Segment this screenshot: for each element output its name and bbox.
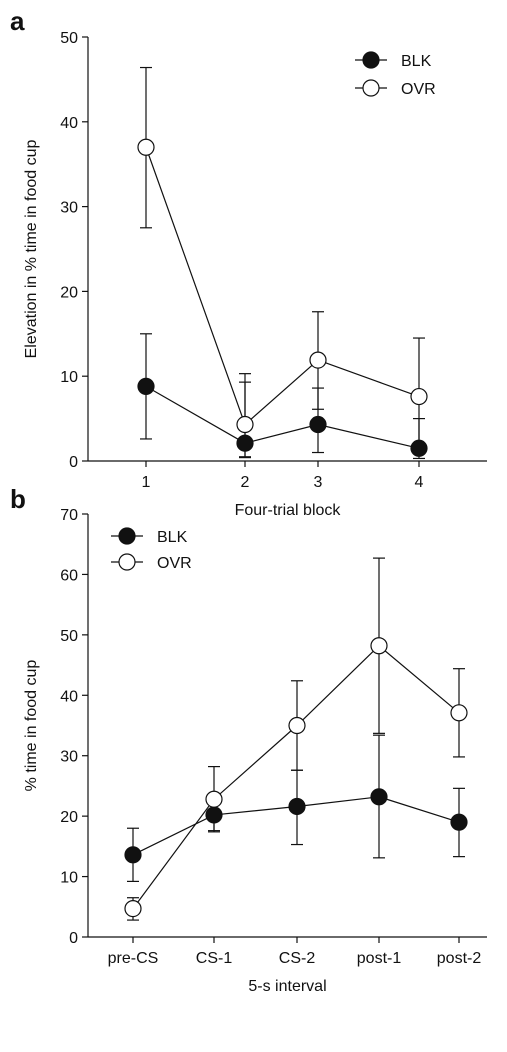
- y-axis-title: Elevation in % time in food cup: [23, 140, 40, 359]
- legend-label: OVR: [401, 81, 436, 98]
- x-tick-label: post-2: [437, 950, 482, 967]
- series-line-ovr: [132, 644, 460, 909]
- y-tick-label: 30: [60, 200, 78, 217]
- x-axis-title: Four-trial block: [235, 502, 342, 519]
- x-tick-label: CS-2: [279, 950, 316, 967]
- data-point-ovr: [309, 351, 327, 369]
- y-tick-label: 40: [60, 688, 78, 705]
- series-line-blk: [145, 385, 420, 449]
- data-point-ovr: [370, 637, 388, 655]
- data-point-blk: [450, 813, 468, 831]
- data-point-ovr: [288, 716, 306, 735]
- data-point-ovr: [236, 415, 254, 434]
- x-axis-title: 5-s interval: [248, 978, 326, 995]
- x-tick-label: 2: [241, 474, 250, 491]
- data-point-blk: [236, 434, 254, 452]
- y-tick-label: 60: [60, 567, 78, 584]
- legend-marker: [118, 527, 136, 545]
- y-tick-label: 10: [60, 369, 78, 386]
- y-tick-label: 0: [69, 930, 78, 947]
- y-tick-label: 20: [60, 284, 78, 301]
- data-point-ovr: [410, 387, 428, 406]
- legend-label: BLK: [157, 529, 188, 546]
- data-point-blk: [288, 797, 306, 816]
- x-tick-label: CS-1: [196, 950, 233, 967]
- x-tick-label: 3: [314, 474, 323, 491]
- panel-b: b 0 10 20 30 40 50 60 70 pre-CS CS-1 CS-2 post-1 post…: [10, 484, 487, 995]
- data-point-blk: [137, 377, 155, 395]
- y-tick-label: 0: [69, 454, 78, 471]
- data-point-blk: [205, 806, 223, 824]
- x-tick-label: 1: [142, 474, 151, 491]
- data-point-blk: [410, 439, 428, 457]
- y-axis-title: % time in food cup: [23, 660, 40, 792]
- y-tick-label: 30: [60, 749, 78, 766]
- legend-marker: [362, 79, 380, 97]
- data-point-blk: [309, 415, 327, 434]
- x-tick-label: post-1: [357, 950, 402, 967]
- y-tick-label: 50: [60, 30, 78, 47]
- legend-marker: [118, 553, 136, 571]
- legend-label: BLK: [401, 53, 432, 70]
- x-tick-label: pre-CS: [108, 950, 159, 967]
- data-point-ovr: [124, 899, 142, 918]
- legend-label: OVR: [157, 555, 192, 572]
- x-tick-label: 4: [415, 474, 424, 491]
- y-tick-label: 50: [60, 628, 78, 645]
- data-point-ovr: [205, 790, 223, 808]
- y-tick-label: 40: [60, 115, 78, 132]
- panel-a: a 0 10 20 30 40 50 1 2 3 4 Four-trial block Elevatio…: [10, 6, 487, 519]
- legend-marker: [362, 51, 380, 69]
- y-tick-label: 70: [60, 507, 78, 524]
- series-line-ovr: [145, 147, 420, 426]
- data-point-blk: [124, 846, 142, 864]
- data-point-ovr: [137, 138, 155, 156]
- panel-label: a: [10, 6, 25, 36]
- y-tick-label: 20: [60, 809, 78, 826]
- data-point-ovr: [450, 704, 468, 722]
- panel-label: b: [10, 484, 26, 514]
- y-tick-label: 10: [60, 870, 78, 887]
- data-point-blk: [370, 788, 388, 806]
